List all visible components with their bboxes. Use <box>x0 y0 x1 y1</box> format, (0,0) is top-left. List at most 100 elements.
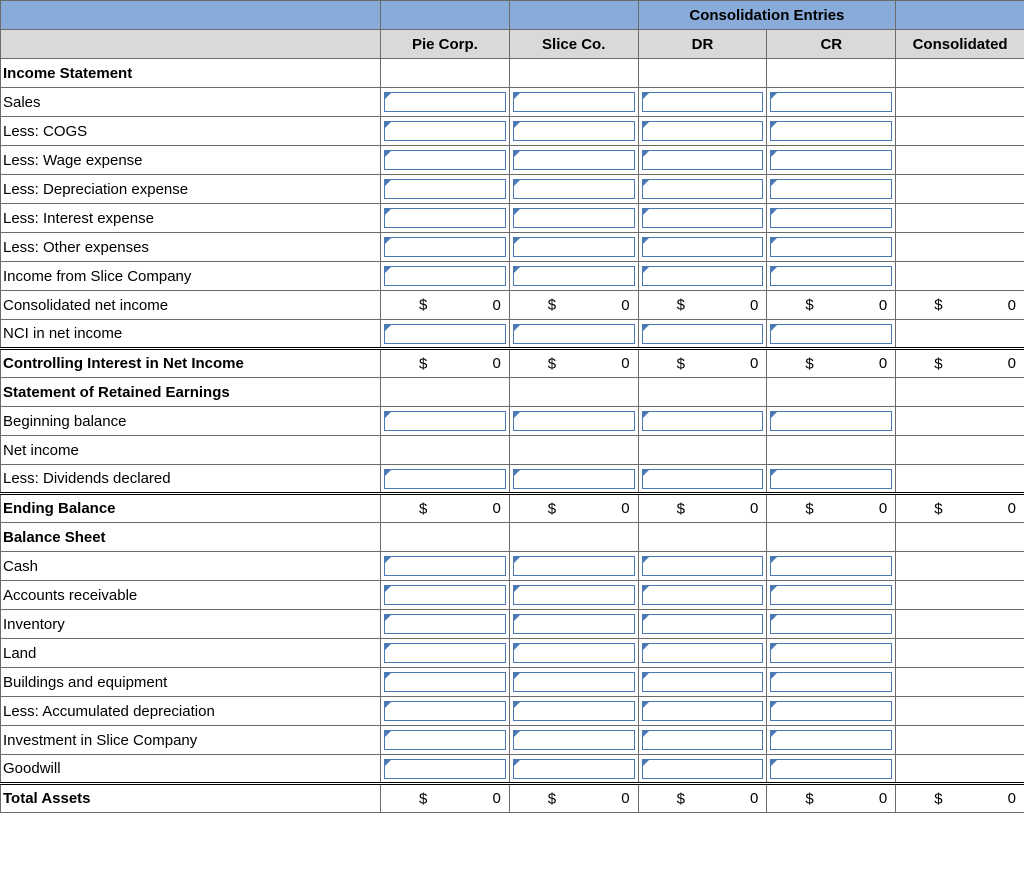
section-title: Statement of Retained Earnings <box>1 378 381 407</box>
amount-input[interactable] <box>642 614 764 634</box>
currency-value: 0 <box>492 500 504 517</box>
amount-input[interactable] <box>513 121 635 141</box>
currency-value: 0 <box>621 297 633 314</box>
amount-input[interactable] <box>770 643 892 663</box>
amount-input[interactable] <box>384 266 506 286</box>
amount-input[interactable] <box>384 237 506 257</box>
amount-input[interactable] <box>770 556 892 576</box>
amount-input[interactable] <box>384 208 506 228</box>
amount-input[interactable] <box>770 759 892 779</box>
amount-input[interactable] <box>384 614 506 634</box>
amount-input[interactable] <box>642 324 764 344</box>
amount-input[interactable] <box>642 585 764 605</box>
currency-symbol: $ <box>934 790 942 807</box>
amount-input[interactable] <box>384 556 506 576</box>
amount-input[interactable] <box>642 672 764 692</box>
amount-input[interactable] <box>642 92 764 112</box>
amount-input[interactable] <box>770 672 892 692</box>
amount-input[interactable] <box>642 730 764 750</box>
table-row: Income from Slice Company <box>1 262 1024 291</box>
row-label: Inventory <box>1 610 381 639</box>
amount-input[interactable] <box>770 208 892 228</box>
amount-input[interactable] <box>770 701 892 721</box>
amount-input[interactable] <box>384 672 506 692</box>
amount-input[interactable] <box>513 150 635 170</box>
amount-input[interactable] <box>770 469 892 489</box>
amount-input[interactable] <box>384 643 506 663</box>
amount-input[interactable] <box>642 121 764 141</box>
amount-input[interactable] <box>513 701 635 721</box>
amount-input[interactable] <box>642 150 764 170</box>
amount-input[interactable] <box>642 208 764 228</box>
amount-input[interactable] <box>513 614 635 634</box>
amount-input[interactable] <box>770 179 892 199</box>
amount-input[interactable] <box>770 411 892 431</box>
table-body: Income StatementSalesLess: COGSLess: Wag… <box>1 59 1024 813</box>
amount-input[interactable] <box>642 759 764 779</box>
amount-input[interactable] <box>770 150 892 170</box>
input-cell <box>638 320 767 349</box>
empty-cell <box>896 436 1024 465</box>
amount-input[interactable] <box>513 324 635 344</box>
amount-input[interactable] <box>770 237 892 257</box>
currency-symbol: $ <box>805 500 813 517</box>
amount-input[interactable] <box>770 585 892 605</box>
amount-input[interactable] <box>513 179 635 199</box>
input-cell <box>896 204 1024 233</box>
input-cell <box>638 262 767 291</box>
amount-input[interactable] <box>513 730 635 750</box>
amount-input[interactable] <box>513 237 635 257</box>
amount-input[interactable] <box>513 643 635 663</box>
input-cell <box>767 320 896 349</box>
amount-input[interactable] <box>513 672 635 692</box>
input-cell <box>509 726 638 755</box>
amount-input[interactable] <box>513 266 635 286</box>
currency-cell: $0 <box>509 349 638 378</box>
header-dr: DR <box>638 30 767 59</box>
amount-input[interactable] <box>384 121 506 141</box>
amount-input[interactable] <box>384 759 506 779</box>
amount-input[interactable] <box>384 469 506 489</box>
empty-cell <box>381 436 510 465</box>
amount-input[interactable] <box>642 643 764 663</box>
amount-input[interactable] <box>513 759 635 779</box>
amount-input[interactable] <box>770 92 892 112</box>
amount-input[interactable] <box>384 585 506 605</box>
amount-input[interactable] <box>770 266 892 286</box>
amount-input[interactable] <box>642 469 764 489</box>
empty-cell <box>896 378 1024 407</box>
amount-input[interactable] <box>770 730 892 750</box>
amount-input[interactable] <box>642 701 764 721</box>
amount-input[interactable] <box>384 92 506 112</box>
input-cell <box>381 668 510 697</box>
amount-input[interactable] <box>642 179 764 199</box>
amount-input[interactable] <box>770 324 892 344</box>
amount-input[interactable] <box>513 585 635 605</box>
empty-cell <box>767 378 896 407</box>
amount-input[interactable] <box>513 92 635 112</box>
amount-input[interactable] <box>770 614 892 634</box>
input-cell <box>509 639 638 668</box>
input-cell <box>767 407 896 436</box>
amount-input[interactable] <box>642 237 764 257</box>
amount-input[interactable] <box>513 556 635 576</box>
amount-input[interactable] <box>770 121 892 141</box>
currency-cell: $0 <box>638 494 767 523</box>
amount-input[interactable] <box>513 469 635 489</box>
amount-input[interactable] <box>642 556 764 576</box>
amount-input[interactable] <box>513 411 635 431</box>
amount-input[interactable] <box>384 701 506 721</box>
input-cell <box>509 117 638 146</box>
amount-input[interactable] <box>384 411 506 431</box>
amount-input[interactable] <box>384 730 506 750</box>
row-label: Less: Interest expense <box>1 204 381 233</box>
amount-input[interactable] <box>513 208 635 228</box>
amount-input[interactable] <box>642 266 764 286</box>
amount-input[interactable] <box>642 411 764 431</box>
amount-input[interactable] <box>384 150 506 170</box>
header-consolidation-entries: Consolidation Entries <box>638 1 896 30</box>
table-row: Investment in Slice Company <box>1 726 1024 755</box>
input-cell <box>381 175 510 204</box>
amount-input[interactable] <box>384 324 506 344</box>
amount-input[interactable] <box>384 179 506 199</box>
